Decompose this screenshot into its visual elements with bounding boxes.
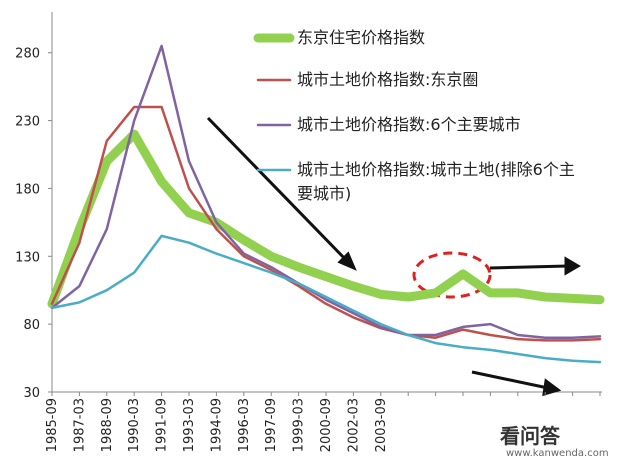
arrow [489, 264, 569, 270]
series-line [50, 44, 602, 339]
y-tick-label: 180 [15, 182, 40, 197]
annotations [206, 116, 581, 397]
legend-label: 东京住宅价格指数 [297, 28, 426, 47]
series-line [50, 234, 602, 364]
legend-label: 城市土地价格指数:东京圈 [297, 70, 479, 89]
series-line [47, 129, 605, 309]
legend-label: 城市土地价格指数:城市土地(排除6个主要城市) [297, 160, 575, 203]
x-tick-label: 1990-03 [127, 398, 142, 452]
x-tick-label: 1999-03 [292, 398, 307, 452]
arrow-head [564, 256, 581, 276]
x-tick-label: 1991-09 [155, 398, 170, 452]
x-tick-label: 1997-09 [264, 398, 279, 452]
x-tick-label: 2003-09 [374, 398, 389, 452]
x-tick-label: 2002-03 [346, 398, 361, 452]
x-tick-label: 1985-09 [45, 398, 60, 452]
highlight-ellipse [412, 251, 492, 299]
watermark-title: 看问答 [500, 424, 560, 448]
arrow [206, 116, 350, 264]
y-tick-label: 80 [23, 318, 40, 333]
x-tick-label: 2000-09 [319, 398, 334, 452]
watermark-url: www.kanwenda.com [506, 448, 609, 459]
y-tick-label: 280 [15, 47, 40, 62]
legend-label: 城市土地价格指数:6个主要城市 [297, 115, 521, 134]
x-tick-label: 1988-09 [100, 398, 115, 452]
y-tick-label: 130 [15, 250, 40, 265]
arrow [471, 370, 549, 390]
arrow-head [542, 378, 562, 397]
x-tick-label: 1993-03 [182, 398, 197, 452]
y-tick-label: 30 [23, 386, 40, 401]
x-tick-label: 1987-03 [72, 398, 87, 452]
x-tick-label: 1994-09 [209, 398, 224, 452]
series-line [50, 105, 602, 342]
y-tick-label: 230 [15, 115, 40, 130]
arrow-head [337, 251, 357, 271]
x-tick-label: 1996-03 [237, 398, 252, 452]
